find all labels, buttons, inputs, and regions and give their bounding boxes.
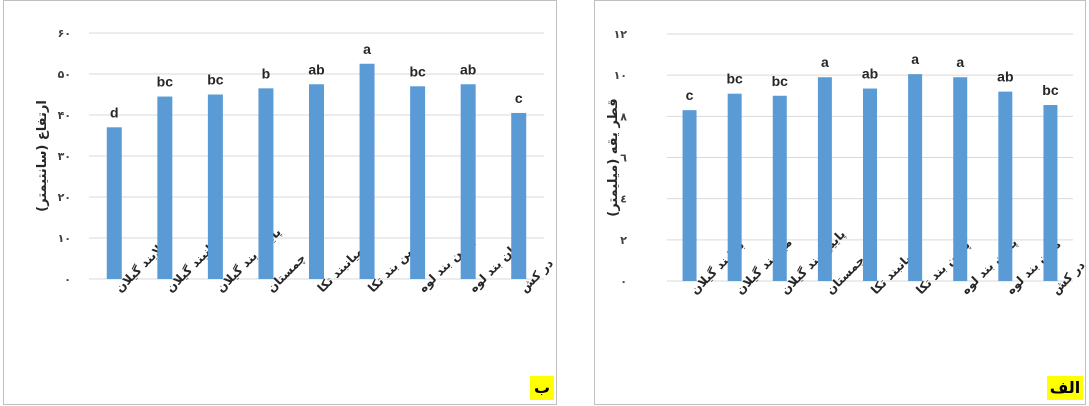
data-label: ab bbox=[460, 61, 476, 77]
bar bbox=[511, 112, 527, 279]
data-label: c bbox=[515, 90, 523, 106]
y-axis-label: ارتفاع (سانتیمتر) bbox=[35, 100, 50, 212]
data-label: a bbox=[363, 41, 371, 57]
bar bbox=[682, 110, 697, 282]
data-label: bc bbox=[1042, 82, 1059, 98]
data-label: bc bbox=[207, 72, 224, 88]
data-label: ab bbox=[862, 66, 878, 82]
bar bbox=[410, 86, 426, 279]
bar bbox=[157, 96, 173, 279]
bar bbox=[772, 95, 787, 281]
panel-label-a: الف bbox=[1047, 376, 1083, 400]
y-tick-label: ۳۰ bbox=[58, 150, 71, 163]
bar bbox=[207, 94, 223, 279]
data-label: bc bbox=[772, 73, 789, 89]
bar bbox=[908, 74, 923, 281]
data-label: a bbox=[956, 54, 964, 70]
data-label: a bbox=[821, 54, 829, 70]
bar bbox=[106, 127, 122, 279]
bar bbox=[817, 77, 832, 281]
bar bbox=[359, 63, 375, 279]
y-tick-label: ۱۰ bbox=[58, 232, 71, 245]
data-label: c bbox=[686, 87, 694, 103]
bar bbox=[863, 88, 877, 281]
chart-panel-b: ۰ ۱۰ ۲۰ ۳۰ ۴۰ ۵۰ ۶۰ ارتفاع (سانتیمتر) d بالابند گ… bbox=[3, 0, 557, 405]
data-label: d bbox=[110, 104, 119, 120]
bar bbox=[258, 88, 274, 279]
data-label: bc bbox=[409, 63, 426, 79]
panel-label-b: ب bbox=[530, 376, 554, 400]
data-label: ab bbox=[997, 69, 1013, 85]
y-axis-label: قطر یقه (میلیمتر) bbox=[606, 98, 621, 216]
y-tick-label: ۵۰ bbox=[58, 68, 71, 81]
y-tick-label: ۱۰ bbox=[614, 69, 627, 82]
bar bbox=[727, 93, 742, 281]
bar bbox=[998, 91, 1013, 281]
bar bbox=[1043, 105, 1058, 281]
y-tick-label: ۶۰ bbox=[58, 27, 71, 40]
data-label: b bbox=[262, 65, 271, 81]
y-tick-label: ٦ bbox=[620, 152, 627, 165]
y-tick-label: ۴۰ bbox=[58, 109, 71, 122]
y-tick-label: ۰ bbox=[620, 275, 627, 288]
data-label: bc bbox=[726, 71, 743, 87]
chart-panel-a: ۰ ۲ ٤ ٦ ۸ ۱۰ ۱۲ قطر یقه (میلیمتر) c بالابند گیلان… bbox=[594, 0, 1088, 405]
bar bbox=[309, 84, 324, 279]
y-tick-label: ٤ bbox=[620, 193, 627, 206]
data-label: ab bbox=[308, 61, 324, 77]
bar bbox=[953, 77, 968, 281]
y-tick-label: ۸ bbox=[620, 110, 627, 123]
bar bbox=[460, 84, 476, 279]
y-tick-label: ۲۰ bbox=[58, 191, 71, 204]
y-tick-label: ۱۲ bbox=[614, 28, 628, 41]
y-tick-label: ۰ bbox=[64, 273, 71, 286]
data-label: a bbox=[911, 51, 919, 67]
y-tick-label: ۲ bbox=[620, 234, 627, 247]
data-label: bc bbox=[157, 74, 174, 90]
